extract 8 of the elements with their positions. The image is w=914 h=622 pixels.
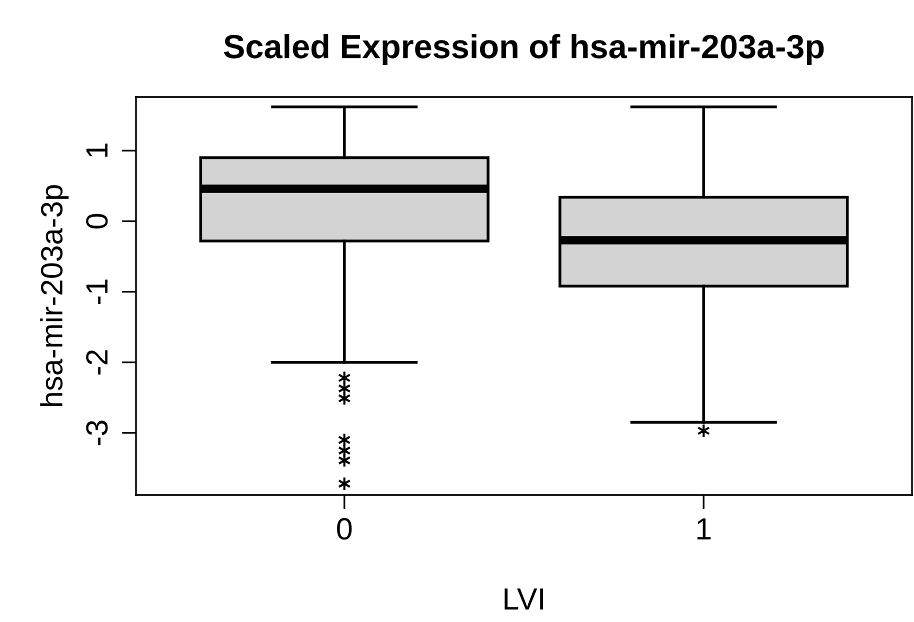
y-tick-label: -2 — [86, 350, 108, 375]
chart-title: Scaled Expression of hsa-mir-203a-3p — [224, 34, 824, 66]
x-axis-title: LVI — [504, 588, 543, 610]
y-tick-label: 1 — [86, 144, 108, 157]
y-tick-label: -1 — [86, 280, 108, 304]
y-tick-label: -3 — [86, 420, 108, 446]
y-axis-title: hsa-mir-203a-3p — [40, 185, 69, 406]
y-tick-label: 0 — [86, 214, 108, 228]
